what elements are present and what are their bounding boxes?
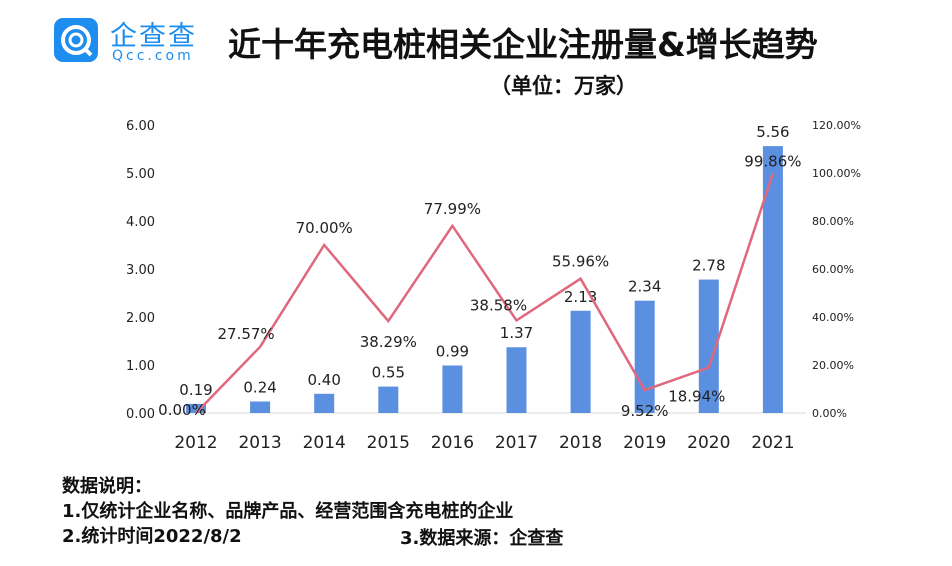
x-tick-label: 2021 xyxy=(751,433,794,453)
bar xyxy=(506,347,527,413)
growth-line xyxy=(195,172,775,414)
bar-data-label: 0.99 xyxy=(436,342,469,360)
right-tick-label: 80.00% xyxy=(812,215,854,228)
qcc-logo-icon xyxy=(54,18,98,62)
line-data-label: 99.86% xyxy=(744,152,801,170)
note-2: 2.统计时间2022/8/2 xyxy=(62,526,242,547)
line-data-label: 18.94% xyxy=(668,388,725,406)
bar xyxy=(570,310,591,413)
bar xyxy=(762,146,783,413)
line-data-label: 0.00% xyxy=(158,401,206,419)
right-tick-label: 40.00% xyxy=(812,311,854,324)
logo-domain: Qcc.com xyxy=(112,48,194,64)
note-1: 1.仅统计企业名称、品牌产品、经营范围含充电桩的企业 xyxy=(62,501,514,522)
left-tick-label: 6.00 xyxy=(126,119,155,134)
bar xyxy=(314,393,335,413)
x-tick-label: 2018 xyxy=(559,433,602,453)
x-tick-label: 2020 xyxy=(687,433,730,453)
x-tick-label: 2012 xyxy=(174,433,217,453)
bar xyxy=(378,386,399,413)
bar xyxy=(442,365,463,413)
left-tick-label: 3.00 xyxy=(126,263,155,278)
right-tick-label: 20.00% xyxy=(812,359,854,372)
bar xyxy=(634,300,655,413)
bar-data-label: 0.55 xyxy=(372,364,405,382)
x-tick-label: 2014 xyxy=(303,433,346,453)
left-tick-label: 0.00 xyxy=(126,407,155,422)
right-tick-label: 0.00% xyxy=(812,407,847,420)
left-tick-label: 5.00 xyxy=(126,167,155,182)
bar-data-label: 2.34 xyxy=(628,278,661,296)
bar-data-label: 5.56 xyxy=(756,123,789,141)
bar xyxy=(250,401,271,413)
line-data-label: 38.58% xyxy=(470,296,527,314)
left-tick-label: 1.00 xyxy=(126,359,155,374)
line-data-label: 27.57% xyxy=(217,325,274,343)
right-tick-label: 100.00% xyxy=(812,167,861,180)
bar-data-label: 1.37 xyxy=(500,324,533,342)
x-tick-label: 2015 xyxy=(367,433,410,453)
bar-data-label: 2.78 xyxy=(692,257,725,275)
note-3: 3.数据来源：企查查 xyxy=(400,528,564,549)
right-tick-label: 60.00% xyxy=(812,263,854,276)
bar-data-label: 0.40 xyxy=(307,371,340,389)
line-data-label: 9.52% xyxy=(621,402,669,420)
bar xyxy=(186,403,206,413)
notes-heading: 数据说明： xyxy=(62,476,152,497)
bar xyxy=(698,279,719,413)
left-tick-label: 4.00 xyxy=(126,215,155,230)
unit-label: （单位：万家） xyxy=(490,74,637,98)
x-tick-label: 2016 xyxy=(431,433,474,453)
notes: 数据说明： 1.仅统计企业名称、品牌产品、经营范围含充电桩的企业 2.统计时间2… xyxy=(62,474,513,549)
line-data-label: 55.96% xyxy=(552,253,609,271)
x-tick-label: 2013 xyxy=(238,433,281,453)
chart-title: 近十年充电桩相关企业注册量&增长趋势 xyxy=(228,25,818,64)
line-data-label: 77.99% xyxy=(424,200,481,218)
left-tick-label: 2.00 xyxy=(126,311,155,326)
bar-data-label: 0.24 xyxy=(243,378,276,396)
line-data-label: 70.00% xyxy=(296,219,353,237)
x-tick-label: 2019 xyxy=(623,433,666,453)
line-data-label: 38.29% xyxy=(360,333,417,351)
logo-text: 企查查 xyxy=(110,21,197,52)
bar-data-label: 0.19 xyxy=(179,381,212,399)
right-tick-label: 120.00% xyxy=(812,119,861,132)
x-tick-label: 2017 xyxy=(495,433,538,453)
